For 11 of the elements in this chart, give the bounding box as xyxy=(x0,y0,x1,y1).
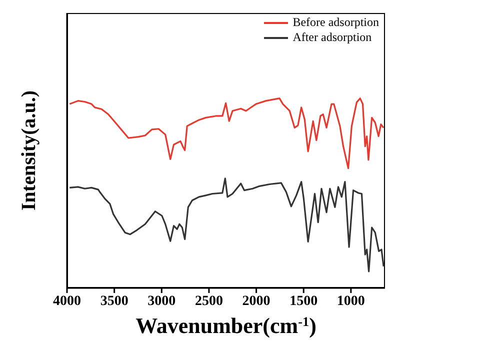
x-tick-label: 3500 xyxy=(100,294,128,309)
x-tick-label: 1000 xyxy=(336,294,365,309)
x-tick-label: 4000 xyxy=(53,294,81,309)
y-axis-title: Intensity(a.u.) xyxy=(18,90,40,211)
legend-label: After adsorption xyxy=(292,30,372,45)
x-tick-label: 2500 xyxy=(194,294,223,309)
x-axis-title: Wavenumber(cm$^{-1}$) xyxy=(136,313,316,338)
x-tick-label: 3000 xyxy=(148,294,176,309)
x-tick-label: 2000 xyxy=(242,294,270,309)
legend-label: Before adsorption xyxy=(292,15,379,30)
x-tick-label: 1500 xyxy=(290,294,318,309)
